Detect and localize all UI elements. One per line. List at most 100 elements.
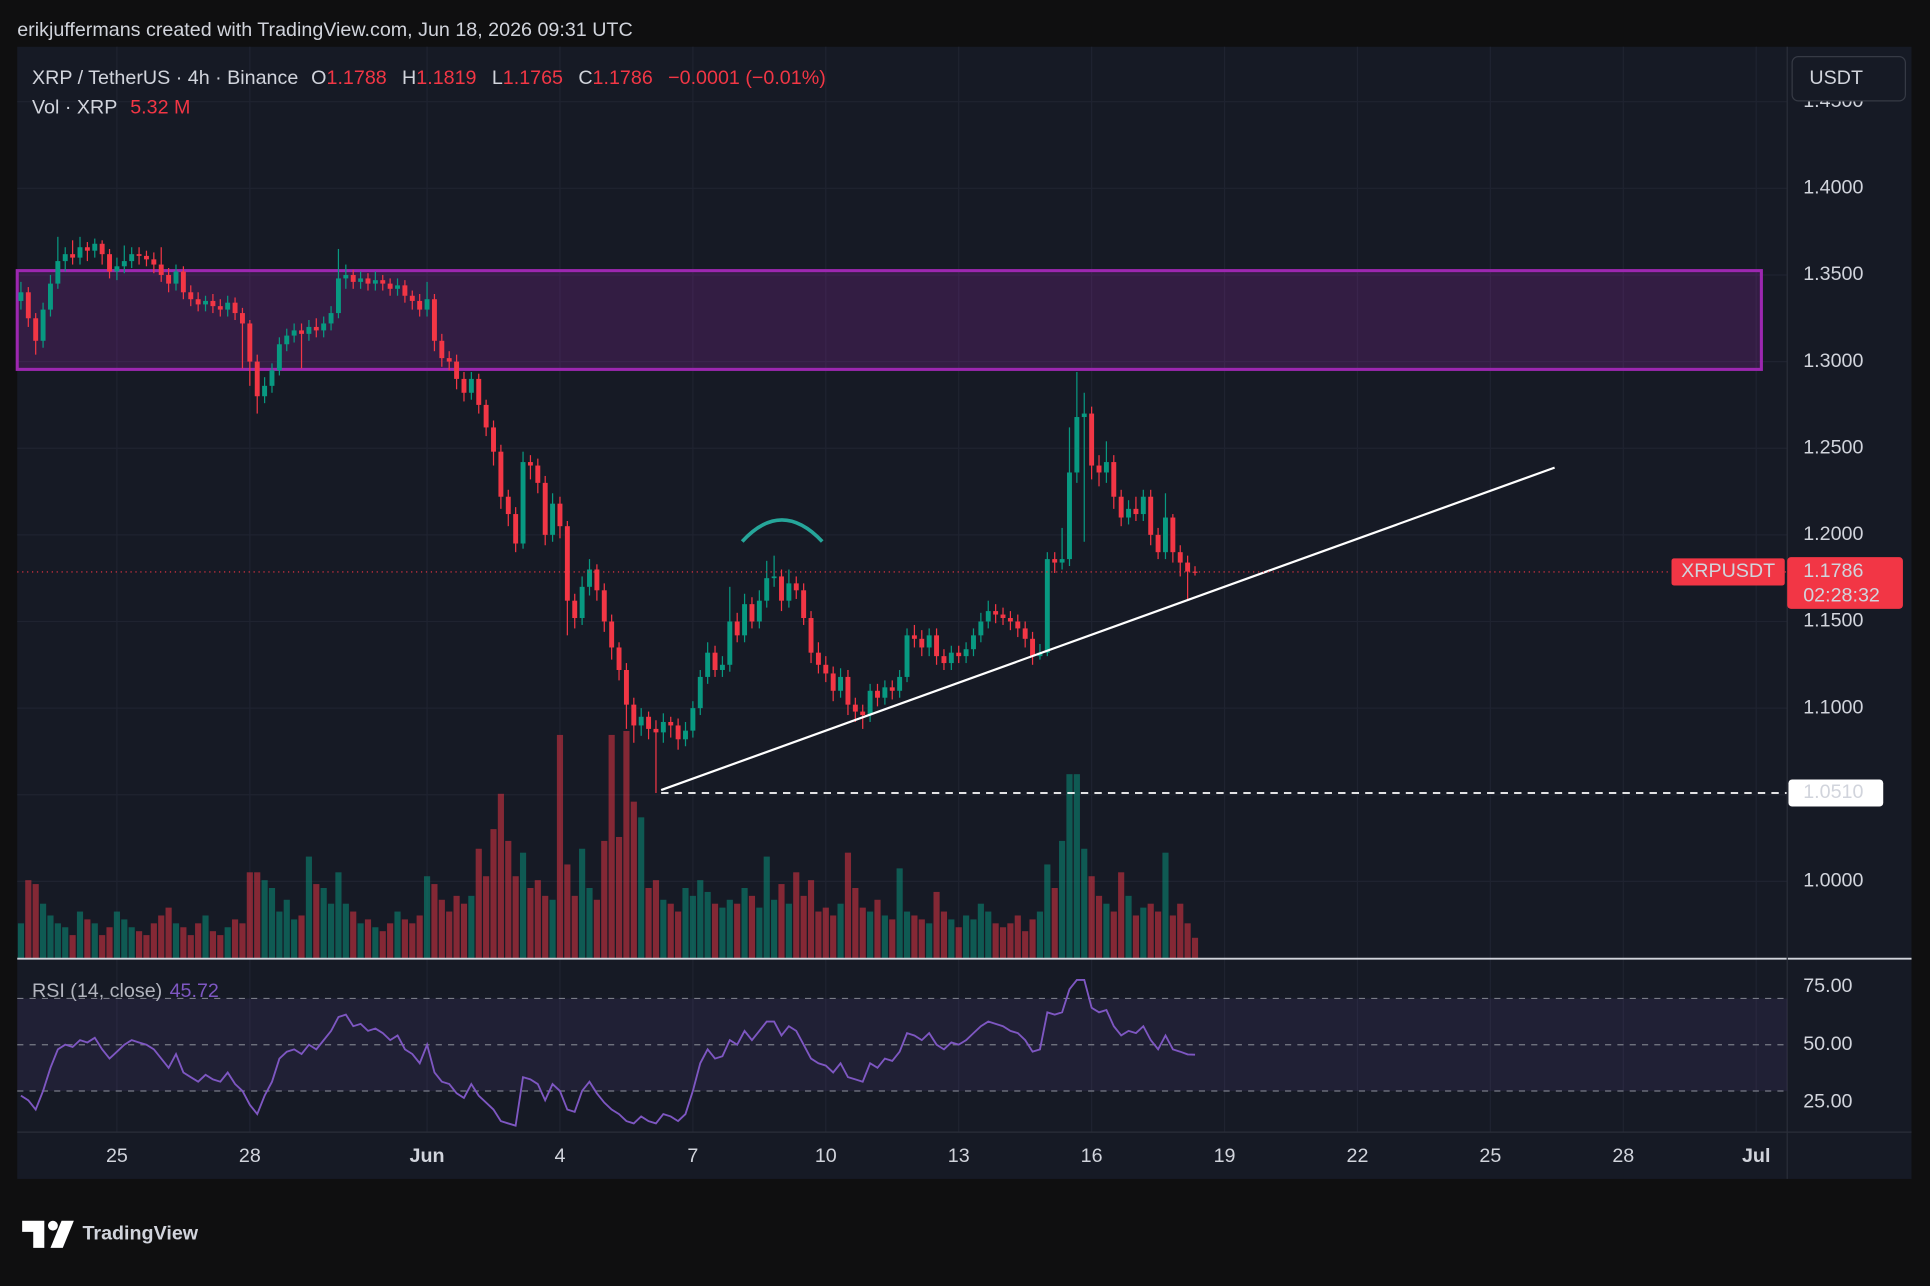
- candle-body: [756, 600, 762, 622]
- candle-body: [62, 254, 68, 262]
- candle-body: [1185, 562, 1191, 572]
- candle-body: [668, 721, 674, 726]
- ohlc-value: 1.1819: [416, 67, 476, 89]
- candle-body: [343, 274, 349, 279]
- currency-button[interactable]: [1791, 55, 1906, 102]
- candle-body: [195, 299, 201, 305]
- candle-body: [1103, 462, 1109, 473]
- candle-body: [18, 292, 24, 301]
- volume-bar: [379, 931, 386, 959]
- candle-body: [683, 730, 688, 740]
- volume-bar: [460, 903, 468, 959]
- volume-bar: [844, 852, 852, 959]
- volume-bar: [992, 923, 999, 959]
- candle-body: [742, 604, 748, 636]
- volume-bar: [1044, 864, 1051, 959]
- ohlc-label: L: [492, 67, 503, 89]
- candle-body: [409, 295, 415, 301]
- volume-bar: [113, 911, 120, 959]
- candle-body: [956, 652, 962, 657]
- x-tick-label: 7: [687, 1145, 698, 1167]
- volume-bar: [283, 899, 290, 959]
- candle-body: [33, 318, 39, 341]
- volume-bar: [1191, 937, 1199, 959]
- volume-bar: [918, 919, 925, 959]
- volume-bar: [409, 923, 416, 959]
- candle-body: [513, 514, 519, 544]
- volume-bar: [39, 903, 47, 959]
- candle-body: [1126, 508, 1132, 518]
- volume-bar: [1073, 774, 1080, 959]
- volume-bar: [1177, 903, 1184, 959]
- volume-bar: [187, 935, 194, 959]
- rsi-tick-label: 25.00: [1803, 1091, 1852, 1113]
- volume-bar: [1095, 895, 1103, 959]
- volume-bar: [970, 919, 977, 959]
- candle-body: [609, 621, 615, 648]
- volume-bar: [202, 915, 209, 959]
- volume-bar: [556, 734, 564, 959]
- volume-name: Vol · XRP: [32, 96, 117, 118]
- volume-bar: [165, 907, 172, 959]
- resistance-zone: [15, 269, 1763, 371]
- volume-bar: [121, 919, 128, 959]
- rsi-name: RSI (14, close): [32, 980, 162, 1002]
- candle-body: [919, 638, 925, 648]
- candle-body: [395, 285, 400, 289]
- volume-bar: [549, 899, 556, 959]
- candle-body: [247, 323, 253, 362]
- candle-body: [712, 652, 718, 670]
- candle-body: [321, 323, 327, 331]
- volume-bar: [903, 911, 911, 959]
- x-tick-label: Jun: [410, 1145, 445, 1167]
- candle-body: [276, 344, 282, 371]
- volume-bar: [150, 923, 157, 959]
- volume-bar: [675, 911, 682, 959]
- candle-body: [446, 358, 452, 362]
- candle-body: [638, 716, 644, 726]
- candle-body: [587, 569, 592, 587]
- volume-bar: [963, 915, 970, 959]
- volume-value: 5.32 M: [130, 96, 190, 118]
- volume-bar: [1110, 911, 1117, 959]
- rsi-tick-label: 75.00: [1803, 975, 1852, 997]
- volume-bar: [76, 911, 84, 959]
- volume-bar: [372, 927, 379, 959]
- y-tick-label: 1.2000: [1803, 523, 1863, 545]
- candle-body: [225, 302, 231, 310]
- volume-bar: [158, 915, 165, 959]
- candle-body: [476, 378, 482, 405]
- candle-body: [653, 728, 659, 733]
- volume-bar: [785, 903, 792, 959]
- price-tag-value: 1.1786: [1803, 560, 1863, 582]
- candle-body: [875, 690, 880, 698]
- volume-bar: [741, 887, 748, 959]
- volume-bar: [955, 927, 962, 959]
- candle-body: [417, 300, 423, 310]
- candle-body: [815, 652, 821, 665]
- volume-bar: [505, 840, 512, 959]
- volume-bar: [682, 887, 689, 959]
- candle-body: [963, 649, 969, 657]
- ohlc-value: 1.1765: [503, 67, 563, 89]
- y-tick-label: 1.4000: [1803, 177, 1863, 199]
- candle-body: [424, 299, 430, 310]
- volume-bar: [608, 734, 615, 959]
- candle-body: [948, 652, 954, 664]
- volume-bar: [394, 911, 401, 959]
- candle-body: [557, 503, 563, 527]
- volume-bar: [911, 915, 918, 959]
- volume-bar: [180, 927, 187, 959]
- candle-body: [882, 687, 888, 698]
- x-tick-label: 10: [815, 1145, 837, 1167]
- volume-bar: [1051, 887, 1058, 959]
- currency-label[interactable]: USDT: [1809, 67, 1863, 89]
- volume-bar: [387, 923, 394, 959]
- volume-bar: [859, 907, 866, 959]
- volume-bar: [47, 915, 54, 959]
- volume-bar: [54, 923, 61, 959]
- candle-body: [1030, 638, 1036, 657]
- candle-body: [601, 590, 607, 622]
